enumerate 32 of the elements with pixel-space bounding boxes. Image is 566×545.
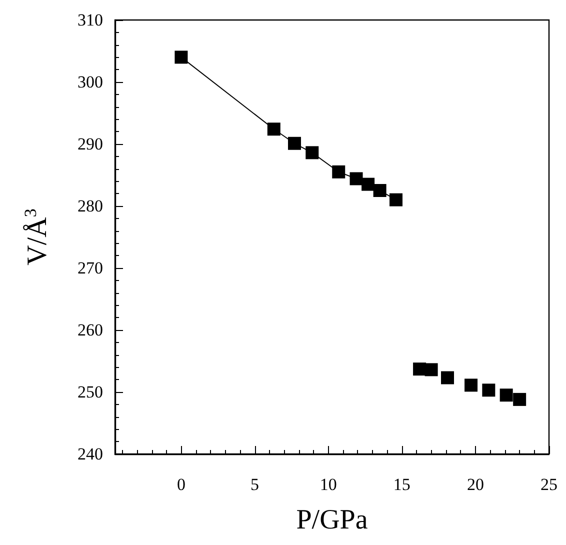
y-tick-label: 290 [78,134,103,154]
y-tick-label: 280 [78,196,103,216]
y-tick-label: 270 [78,258,103,278]
point [513,392,526,406]
point [350,172,363,186]
point [306,146,319,160]
point [500,388,513,402]
point [373,184,386,197]
x-tick-label: 0 [176,475,186,494]
y-tick-label: 250 [78,382,103,402]
point [482,384,496,397]
point [267,122,280,136]
point [424,363,438,376]
point [288,136,301,150]
x-tick-label: 15 [393,475,410,494]
y-axis-title: V/Å3 [21,208,53,266]
y-tick-label: 240 [78,444,103,464]
point [464,378,478,392]
point [389,193,402,206]
point [413,362,426,376]
x-tick-label: 25 [540,475,558,494]
x-tick-label: 5 [250,475,260,494]
x-tick-label: 10 [320,475,337,494]
point [362,178,375,191]
y-tick-label: 260 [78,320,103,340]
point [440,371,454,384]
point [174,50,188,64]
x-tick-label: 20 [466,475,484,494]
point [332,165,346,178]
y-tick-label: 300 [78,72,103,92]
y-tick-label: 310 [78,10,103,30]
x-axis-title: P/GPa [296,504,368,536]
